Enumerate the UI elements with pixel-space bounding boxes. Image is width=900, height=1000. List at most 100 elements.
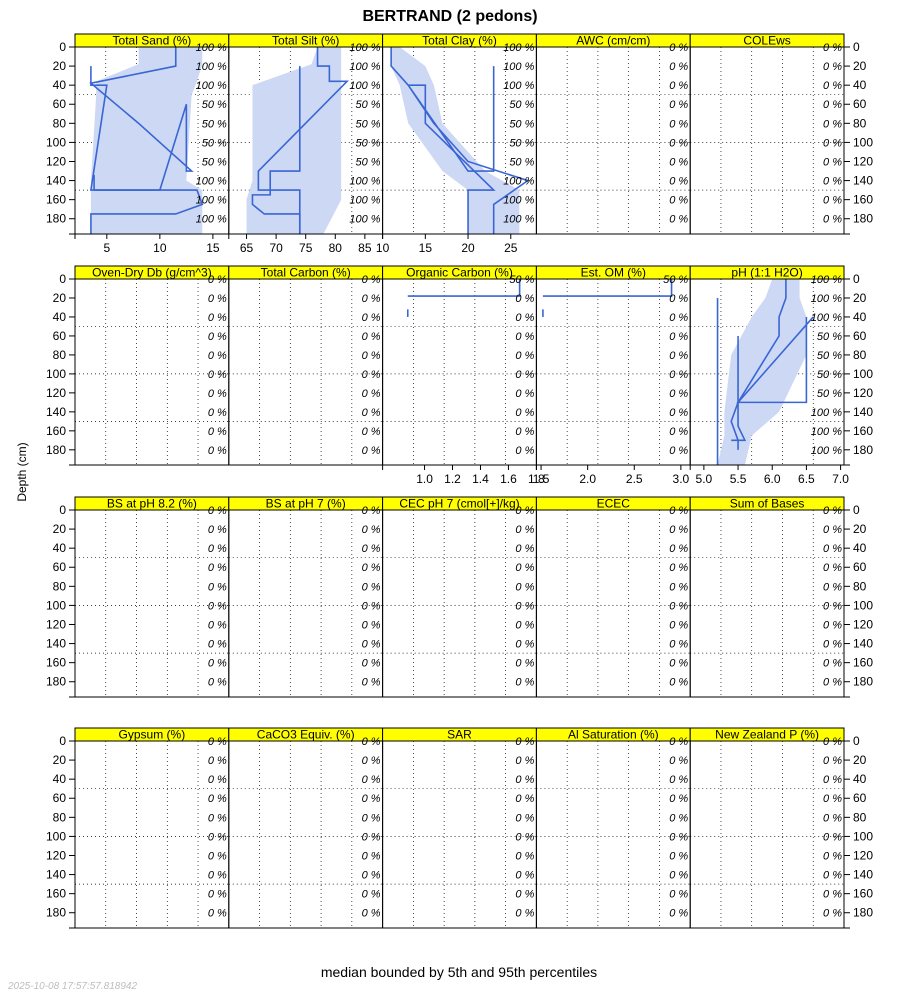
data-coverage-label: 0 % [362, 524, 381, 536]
data-coverage-label: 0 % [515, 755, 534, 767]
data-coverage-label: 0 % [515, 369, 534, 381]
y-tick-label-left: 60 [53, 791, 67, 805]
data-coverage-label: 0 % [823, 137, 842, 149]
data-coverage-label: 0 % [362, 426, 381, 438]
panel-title: Sum of Bases [730, 497, 805, 511]
y-tick-label-left: 0 [59, 734, 66, 748]
data-coverage-label: 0 % [669, 677, 688, 689]
panel-frame [74, 740, 230, 929]
data-coverage-label: 0 % [669, 639, 688, 651]
data-coverage-label: 0 % [669, 388, 688, 400]
data-coverage-label: 0 % [362, 774, 381, 786]
data-coverage-label: 0 % [515, 677, 534, 689]
y-tick-label-right: 80 [853, 579, 867, 593]
data-coverage-label: 0 % [208, 736, 227, 748]
data-coverage-label: 0 % [362, 350, 381, 362]
x-tick-label: 5.0 [696, 472, 713, 486]
figure-title: BERTRAND (2 pedons) [362, 8, 537, 25]
data-coverage-label: 50 % [663, 274, 688, 286]
data-coverage-label: 100 % [503, 42, 534, 54]
panels-group: Total Sand (%)100 %100 %100 %50 %50 %50 … [46, 33, 873, 929]
x-tick-label: 15 [206, 241, 220, 255]
y-tick-label-right: 140 [853, 405, 873, 419]
data-coverage-label: 0 % [669, 870, 688, 882]
y-tick-label-left: 100 [46, 829, 66, 843]
y-tick-label-right: 180 [853, 675, 873, 689]
y-tick-label-left: 40 [53, 78, 67, 92]
data-coverage-label: 0 % [823, 176, 842, 188]
data-coverage-label: 100 % [811, 426, 842, 438]
data-coverage-label: 0 % [362, 850, 381, 862]
panel-17: CaCO3 Equiv. (%) 0 % 0 % 0 % 0 % 0 % 0 % 0 % 0 %… [228, 727, 384, 929]
data-coverage-label: 0 % [823, 812, 842, 824]
data-coverage-label: 0 % [208, 505, 227, 517]
x-tick-label: 1.2 [444, 472, 461, 486]
data-coverage-label: 0 % [208, 274, 227, 286]
panel-title: Gypsum (%) [119, 728, 186, 742]
data-coverage-label: 0 % [823, 195, 842, 207]
y-tick-label-left: 40 [53, 541, 67, 555]
panel-title: CEC pH 7 (cmol[+]/kg) [399, 497, 519, 511]
y-tick-label-right: 100 [853, 598, 873, 612]
data-coverage-label: 0 % [515, 850, 534, 862]
y-tick-label-left: 180 [46, 675, 66, 689]
data-coverage-label: 100 % [503, 176, 534, 188]
x-tick-label: 1.0 [416, 472, 433, 486]
data-coverage-label: 0 % [669, 312, 688, 324]
data-coverage-label: 100 % [811, 293, 842, 305]
y-tick-label-left: 120 [46, 617, 66, 631]
data-coverage-label: 0 % [362, 274, 381, 286]
panel-title: AWC (cm/cm) [576, 34, 650, 48]
panel-title: SAR [447, 728, 472, 742]
data-coverage-label: 0 % [362, 870, 381, 882]
data-coverage-label: 0 % [823, 850, 842, 862]
data-coverage-label: 50 % [202, 99, 227, 111]
data-coverage-label: 100 % [349, 214, 380, 226]
data-coverage-label: 0 % [208, 831, 227, 843]
x-tick-label: 6.5 [798, 472, 815, 486]
data-coverage-label: 0 % [823, 505, 842, 517]
data-coverage-label: 0 % [823, 658, 842, 670]
panel-15: Sum of Bases 0 % 0 % 0 % 0 % 0 % 0 % 0 % 0 % 0 % 0… [689, 496, 845, 698]
data-coverage-label: 0 % [669, 214, 688, 226]
y-tick-label-left: 0 [59, 40, 66, 54]
panel-9: Est. OM (%) 50 % 0 % 0 % 0 % 0 % 0 % 0 % 0 % 0 % 0… [533, 265, 691, 486]
y-tick-label-right: 100 [853, 829, 873, 843]
x-tick-label: 10 [376, 241, 390, 255]
panel-18: SAR 0 % 0 % 0 % 0 % 0 % 0 % 0 % 0 % 0 % 0 % [382, 727, 537, 929]
data-coverage-label: 0 % [208, 524, 227, 536]
y-tick-label-left: 180 [46, 443, 66, 457]
data-coverage-label: 0 % [669, 812, 688, 824]
data-coverage-label: 0 % [669, 61, 688, 73]
data-coverage-label: 100 % [503, 214, 534, 226]
y-tick-label-left: 140 [46, 637, 66, 651]
data-coverage-label: 0 % [515, 639, 534, 651]
data-coverage-label: 0 % [669, 293, 688, 305]
x-tick-label: 15 [419, 241, 433, 255]
panel-16: Gypsum (%) 0 % 0 % 0 % 0 % 0 % 0 % 0 % 0 % 0 % 0 % [74, 727, 230, 929]
profile-line [407, 279, 521, 297]
data-coverage-label: 0 % [362, 793, 381, 805]
panel-frame [689, 740, 845, 929]
data-coverage-label: 0 % [208, 812, 227, 824]
data-coverage-label: 0 % [515, 774, 534, 786]
y-tick-label-left: 40 [53, 310, 67, 324]
data-coverage-label: 0 % [208, 350, 227, 362]
data-coverage-label: 0 % [669, 426, 688, 438]
data-coverage-label: 0 % [823, 61, 842, 73]
data-coverage-label: 0 % [515, 524, 534, 536]
panel-8: Organic Carbon (%)50 % 0 % 0 % 0 % 0 % 0 % 0 %… [382, 265, 545, 486]
panel-2: Total Silt (%) 100 % 100 % 100 % 50 % 50 % 50 … [228, 33, 384, 255]
data-coverage-label: 0 % [515, 658, 534, 670]
data-coverage-label: 50 % [356, 118, 381, 130]
data-coverage-label: 0 % [823, 677, 842, 689]
y-tick-label-left: 80 [53, 579, 67, 593]
figure-caption: median bounded by 5th and 95th percentil… [321, 964, 597, 980]
data-coverage-label: 50 % [817, 331, 842, 343]
data-coverage-label: 0 % [208, 774, 227, 786]
data-coverage-label: 0 % [823, 755, 842, 767]
data-coverage-label: 0 % [362, 831, 381, 843]
y-tick-label-right: 0 [853, 503, 860, 517]
data-coverage-label: 0 % [669, 581, 688, 593]
profile-line [390, 47, 496, 234]
